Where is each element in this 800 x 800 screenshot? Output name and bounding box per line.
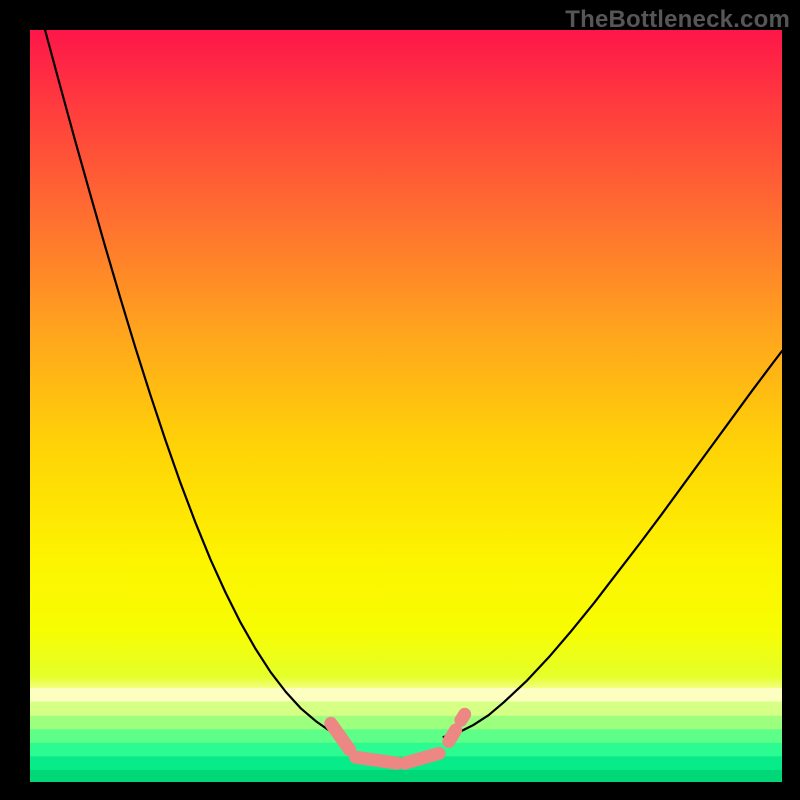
gradient-band <box>30 743 782 757</box>
chart-svg <box>30 30 782 782</box>
gradient-background <box>30 30 782 782</box>
valley-dash-3 <box>449 730 456 741</box>
gradient-band <box>30 729 782 743</box>
valley-dash-4 <box>461 714 465 720</box>
plot-area <box>30 30 782 782</box>
gradient-band <box>30 770 782 782</box>
valley-dash-1 <box>356 757 397 763</box>
outer-frame: TheBottleneck.com <box>0 0 800 800</box>
gradient-band <box>30 702 782 716</box>
watermark-text: TheBottleneck.com <box>565 6 790 34</box>
gradient-band <box>30 716 782 730</box>
gradient-band <box>30 688 782 702</box>
